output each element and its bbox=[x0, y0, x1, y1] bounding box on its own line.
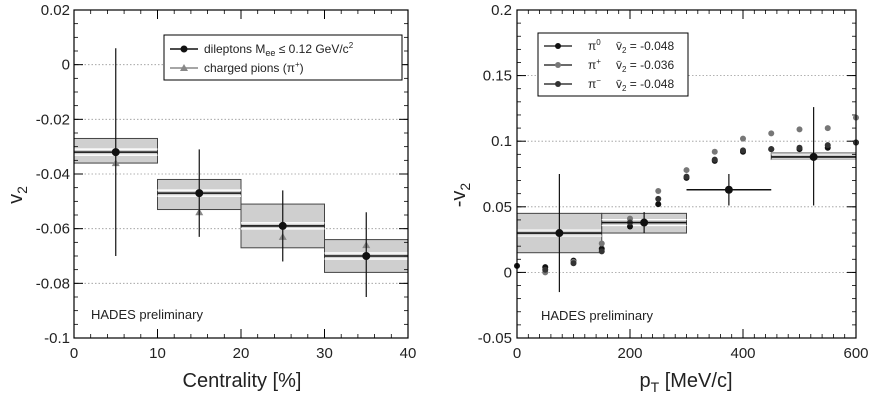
pt-chart: 0.20.150.10.050-0.050 200 400 600 -v2 pT [M… bbox=[448, 2, 869, 394]
dilepton-point bbox=[640, 218, 649, 227]
right-x-tick-label: 400 bbox=[730, 345, 755, 362]
legend-marker bbox=[555, 43, 561, 49]
dilepton-point bbox=[555, 229, 564, 238]
legend-symbol: π0 bbox=[588, 38, 601, 53]
dilepton-point bbox=[809, 152, 818, 161]
right-y-tick-label: 0 bbox=[504, 264, 512, 281]
legend-dilepton-label: dileptons Mee ≤ 0.12 GeV/c2 bbox=[204, 41, 354, 58]
pion-point bbox=[655, 195, 662, 202]
legend-mean-value: = -0.048 bbox=[626, 77, 674, 91]
pion-point bbox=[824, 125, 831, 132]
left-y-tick-label: -0.04 bbox=[36, 166, 70, 183]
left-x-axis-label: Centrality [%] bbox=[183, 370, 302, 392]
pion-point bbox=[711, 156, 718, 163]
left-legend: dileptons Mee ≤ 0.12 GeV/c2 charged pion… bbox=[163, 34, 403, 81]
dilepton-point bbox=[278, 221, 287, 230]
left-y-tick-label: -0.06 bbox=[36, 221, 70, 238]
pion-point bbox=[768, 146, 775, 153]
right-dilepton-points bbox=[517, 107, 856, 293]
legend-mean: v̄2 = -0.048 bbox=[616, 39, 674, 55]
pion-point bbox=[824, 142, 831, 149]
left-x-tick-label: 30 bbox=[316, 345, 333, 362]
right-y-tick-label: 0.15 bbox=[483, 68, 512, 85]
left-x-tick-label: 20 bbox=[233, 345, 250, 362]
pion-point bbox=[740, 135, 746, 142]
right-y-tick-label: 0.2 bbox=[491, 2, 512, 19]
left-y-tick-label: 0 bbox=[62, 57, 70, 74]
left-y-tick-label: -0.08 bbox=[36, 275, 70, 292]
left-data-points bbox=[111, 48, 371, 297]
pion-point bbox=[768, 130, 775, 137]
legend-symbol: π+ bbox=[588, 57, 601, 72]
pion-point bbox=[683, 173, 690, 180]
left-ticks: 0.020-0.02-0.04-0.06-0.08-0.10 10 20 30 40 bbox=[36, 2, 417, 362]
right-x-axis-label: pT [MeV/c] bbox=[639, 370, 732, 394]
legend-mean-value: = -0.036 bbox=[626, 58, 674, 72]
right-y-tick-label: 0.1 bbox=[491, 133, 512, 150]
left-x-tick-label: 10 bbox=[149, 345, 166, 362]
left-y-label-sub: 2 bbox=[14, 186, 30, 194]
legend-symbol: π− bbox=[588, 76, 601, 91]
pion-point bbox=[598, 240, 605, 247]
right-preliminary-label: HADES preliminary bbox=[541, 308, 653, 323]
pion-point bbox=[683, 167, 690, 174]
legend-mean-sub: 2 bbox=[622, 46, 627, 55]
dilepton-point bbox=[362, 252, 371, 260]
pion-point bbox=[542, 266, 549, 273]
pion-point bbox=[796, 126, 803, 133]
legend-mean-label: v̄ bbox=[616, 39, 622, 53]
legend-symbol-sup: 0 bbox=[596, 38, 601, 47]
left-y-axis-label: v2 bbox=[5, 186, 30, 204]
left-x-tick-label: 40 bbox=[400, 345, 417, 362]
left-y-tick-label: -0.02 bbox=[36, 111, 70, 128]
pion-point bbox=[711, 148, 718, 155]
pion-point bbox=[598, 248, 605, 255]
pion-point bbox=[796, 144, 803, 151]
left-preliminary-label: HADES preliminary bbox=[91, 307, 203, 322]
centrality-chart: 0.020-0.02-0.04-0.06-0.08-0.10 10 20 30 40 v… bbox=[5, 2, 416, 392]
legend-mean-sub: 2 bbox=[622, 84, 627, 93]
right-pion-points bbox=[514, 114, 859, 276]
legend-pion-label: charged pions (π+) bbox=[204, 60, 304, 75]
legend-symbol-sup: + bbox=[596, 57, 601, 66]
legend-symbol-main: π bbox=[588, 77, 596, 91]
pion-point bbox=[655, 188, 662, 195]
left-plot-frame bbox=[73, 9, 409, 339]
legend-mean-value: = -0.048 bbox=[626, 39, 674, 53]
dilepton-point bbox=[724, 185, 733, 194]
right-x-tick-label: 0 bbox=[513, 345, 521, 362]
legend-mean-label: v̄ bbox=[616, 58, 622, 72]
pion-point bbox=[740, 147, 746, 154]
right-plot-frame bbox=[516, 9, 857, 339]
legend-pion-marker bbox=[180, 64, 188, 71]
dilepton-point bbox=[111, 148, 120, 157]
right-x-tick-label: 200 bbox=[617, 345, 642, 362]
right-y-tick-label: -0.05 bbox=[478, 330, 512, 347]
legend-mean-label: v̄ bbox=[616, 77, 622, 91]
legend-marker bbox=[555, 62, 561, 68]
left-y-tick-label: -0.1 bbox=[44, 330, 70, 347]
legend-mean: v̄2 = -0.048 bbox=[616, 77, 674, 93]
right-y-tick-label: 0.05 bbox=[483, 199, 512, 216]
legend-symbol-main: π bbox=[588, 39, 596, 53]
legend-dilepton-marker bbox=[180, 45, 188, 53]
left-y-tick-label: 0.02 bbox=[41, 2, 70, 19]
legend-mean: v̄2 = -0.036 bbox=[616, 58, 674, 74]
legend-mean-sub: 2 bbox=[622, 65, 627, 74]
pion-point bbox=[570, 260, 577, 267]
legend-symbol-main: π bbox=[588, 58, 596, 72]
pion-point bbox=[655, 201, 662, 208]
left-y-label-main: v bbox=[5, 194, 27, 204]
right-y-axis-label: -v2 bbox=[448, 183, 473, 208]
legend-marker bbox=[555, 81, 561, 87]
legend-symbol-sup: − bbox=[596, 76, 601, 85]
dilepton-point bbox=[195, 189, 204, 198]
left-x-tick-label: 0 bbox=[70, 345, 78, 362]
right-x-tick-label: 600 bbox=[843, 345, 868, 362]
